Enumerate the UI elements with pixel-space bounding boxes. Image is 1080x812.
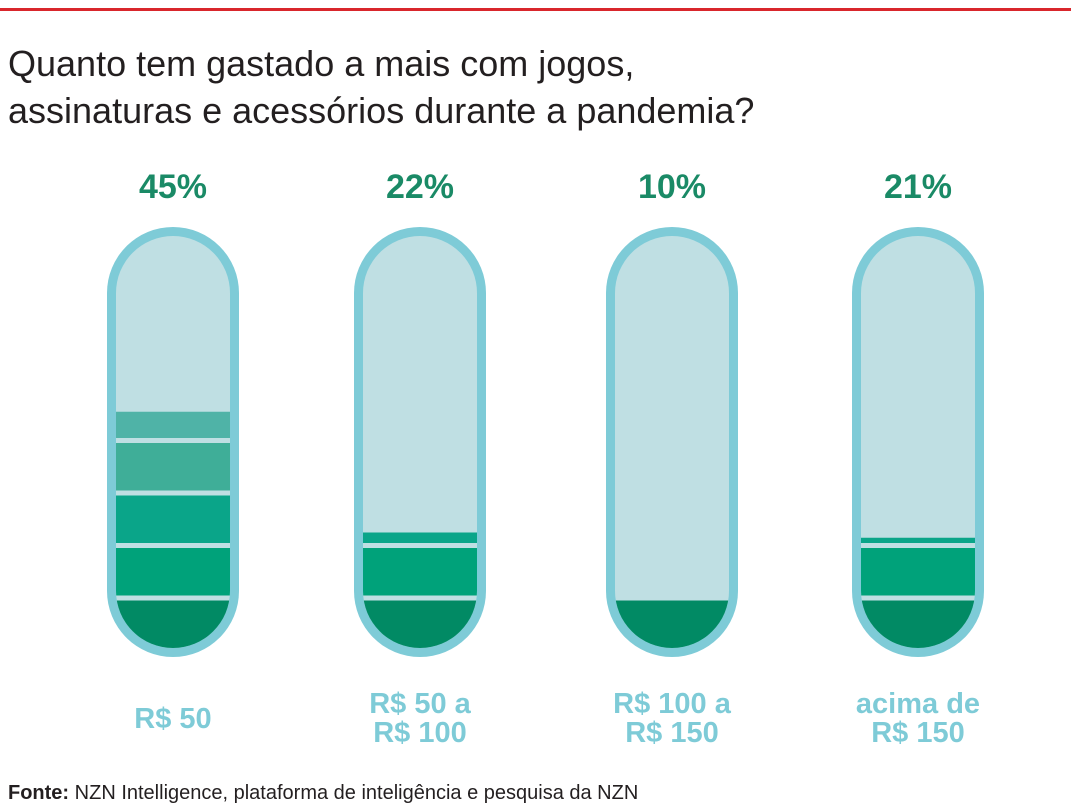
chart-title: Quanto tem gastado a mais com jogos, ass… xyxy=(8,40,1058,134)
category-label-line: R$ 150 xyxy=(625,717,719,749)
category-label: R$ 100 a R$ 150 xyxy=(613,688,732,749)
source-label: Fonte: xyxy=(8,782,70,804)
source-text: NZN Intelligence, plataforma de inteligê… xyxy=(74,782,639,804)
pill-bar-group xyxy=(852,227,984,657)
percent-label: 21% xyxy=(884,168,952,206)
category-label-line: acima de xyxy=(856,688,980,720)
pill-bar-group xyxy=(606,227,738,657)
category-label: R$ 50 xyxy=(134,703,211,735)
pill-bar-group xyxy=(107,227,239,657)
category-label-line: R$ 100 xyxy=(373,717,467,749)
top-accent-rule xyxy=(0,8,1071,11)
chart-title-line-1: Quanto tem gastado a mais com jogos, xyxy=(8,43,635,84)
percent-label: 22% xyxy=(386,168,454,206)
fill-segment xyxy=(861,548,975,596)
category-label: acima de R$ 150 xyxy=(856,688,980,749)
percent-label: 10% xyxy=(638,168,706,206)
fill-segment xyxy=(116,548,230,596)
fill-segment xyxy=(861,537,975,543)
category-label-line: R$ 100 a xyxy=(613,688,732,720)
category-label-line: R$ 150 xyxy=(871,717,965,749)
fill-segment xyxy=(116,443,230,491)
pill-bar-group xyxy=(354,227,486,657)
category-label-line: R$ 50 xyxy=(134,703,211,735)
percent-label: 45% xyxy=(139,168,207,206)
category-label-line: R$ 50 a xyxy=(369,688,471,720)
fill-segment xyxy=(116,495,230,543)
source-note: Fonte: NZN Intelligence, plataforma de i… xyxy=(8,782,638,805)
fill-segment xyxy=(116,411,230,438)
category-label: R$ 50 a R$ 100 xyxy=(369,688,471,749)
pill-track xyxy=(615,236,729,648)
fill-segment xyxy=(363,532,477,543)
chart-title-line-2: assinaturas e acessórios durante a pande… xyxy=(8,90,755,131)
fill-segment xyxy=(363,548,477,596)
